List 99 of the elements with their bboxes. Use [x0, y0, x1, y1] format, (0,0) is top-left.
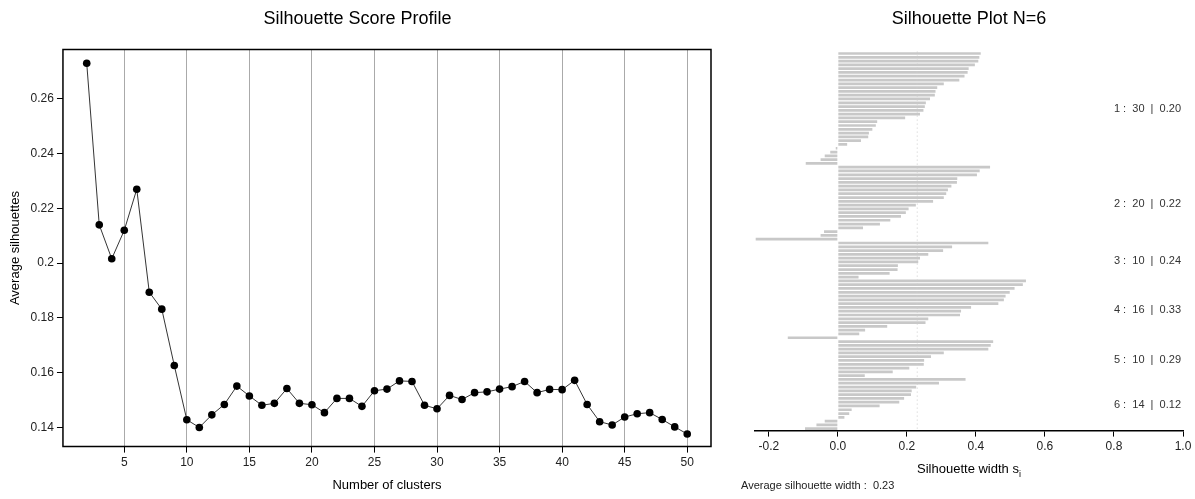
point — [508, 382, 516, 391]
bar — [838, 268, 898, 271]
point — [145, 288, 154, 296]
point — [420, 401, 429, 410]
x-tick-label: 40 — [555, 455, 570, 470]
point — [583, 400, 591, 409]
x-tick-label: 1.0 — [1174, 439, 1192, 454]
bar — [824, 154, 838, 158]
point — [183, 415, 191, 424]
y-tick-label: 0.16 — [30, 364, 55, 379]
point — [295, 399, 304, 408]
bar — [805, 427, 838, 431]
bar — [838, 389, 912, 393]
point — [170, 361, 179, 370]
bar — [787, 336, 838, 340]
point — [445, 391, 454, 400]
point — [520, 377, 529, 386]
point — [395, 377, 404, 385]
x-tick-label: -0.2 — [758, 439, 780, 454]
point — [107, 254, 116, 263]
x-tick-label: 30 — [430, 455, 445, 470]
bar — [805, 162, 838, 165]
point — [620, 413, 629, 421]
point — [220, 400, 229, 409]
x-tick-label: 35 — [492, 455, 507, 470]
point — [208, 411, 216, 419]
y-tick-label: 0.18 — [30, 310, 55, 325]
point — [270, 399, 279, 408]
point — [595, 417, 604, 426]
x-tick-label: 25 — [367, 455, 382, 470]
annotation: 4 : 16 | 0.33 — [1113, 303, 1182, 316]
point — [683, 430, 692, 438]
point — [470, 388, 479, 397]
x-tick-label: 50 — [680, 455, 695, 470]
x-tick-label: 0.4 — [967, 439, 985, 454]
point — [558, 385, 566, 394]
point — [120, 226, 129, 235]
point — [408, 377, 416, 386]
bar — [838, 415, 845, 419]
annotation: 2 : 20 | 0.22 — [1113, 197, 1182, 210]
x-tick-label: 20 — [305, 455, 319, 470]
bar — [824, 230, 838, 233]
text: Average silhouette width : 0.23 — [741, 479, 895, 491]
x-tick-label: 5 — [120, 455, 128, 470]
x-tick-label: 10 — [180, 455, 194, 470]
point — [533, 388, 541, 397]
point — [258, 401, 266, 410]
y-tick-label: 0.22 — [30, 200, 55, 215]
bar — [755, 237, 838, 241]
point — [95, 221, 104, 229]
point — [658, 415, 667, 424]
point — [132, 185, 141, 194]
point — [433, 405, 441, 413]
y-axis-title: Average silhouettes — [7, 190, 23, 306]
point — [645, 408, 654, 417]
y-tick-label: 0.26 — [30, 91, 55, 106]
point — [195, 423, 204, 432]
point — [82, 59, 91, 68]
bar — [838, 412, 850, 415]
point — [358, 402, 366, 411]
point — [308, 400, 316, 409]
point — [157, 305, 166, 313]
point — [670, 423, 679, 431]
y-tick-label: 0.24 — [30, 145, 55, 160]
point — [320, 408, 329, 417]
x-axis-title: Number of clusters — [332, 477, 443, 492]
point — [370, 386, 379, 395]
point — [570, 376, 579, 385]
point — [283, 384, 291, 393]
point — [245, 392, 254, 400]
x-tick-label: 0.8 — [1105, 439, 1123, 454]
bar — [838, 124, 876, 127]
x-tick-label: 45 — [618, 455, 632, 470]
bar — [838, 393, 912, 396]
annotation: 6 : 14 | 0.12 — [1113, 398, 1182, 411]
chart-title: Silhouette Plot N=6 — [891, 7, 1047, 28]
point — [608, 421, 616, 429]
annotation: 3 : 10 | 0.24 — [1113, 254, 1182, 267]
chart-title: Silhouette Score Profile — [263, 7, 452, 28]
point — [633, 409, 641, 418]
x-tick-label: 0.6 — [1036, 439, 1054, 454]
point — [233, 382, 241, 390]
bar — [838, 211, 906, 215]
point — [333, 394, 341, 403]
bar — [838, 127, 873, 131]
point — [545, 385, 554, 394]
point — [345, 394, 354, 403]
x-tick-label: 15 — [242, 455, 257, 470]
x-tick-label: 0.0 — [829, 439, 847, 454]
y-tick-label: 0.2 — [37, 255, 55, 270]
point — [383, 385, 391, 393]
annotation: 1 : 30 | 0.20 — [1113, 102, 1182, 115]
y-tick-label: 0.14 — [30, 419, 55, 434]
point — [483, 388, 491, 396]
point — [495, 385, 504, 393]
bar — [838, 400, 900, 404]
x-tick-label: 0.2 — [898, 439, 916, 454]
point — [458, 395, 466, 404]
annotation: 5 : 10 | 0.29 — [1113, 352, 1182, 365]
